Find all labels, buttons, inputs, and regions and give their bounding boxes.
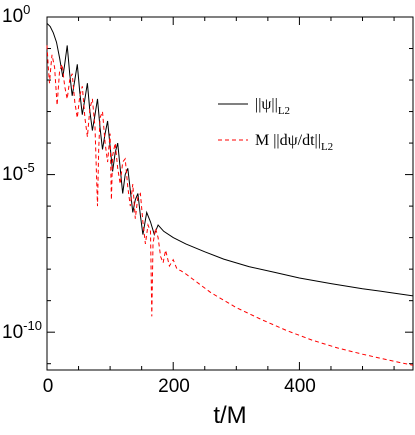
x-axis-title: t/M bbox=[213, 402, 246, 429]
series-line-psi bbox=[46, 22, 414, 297]
x-tick-label-2: 400 bbox=[284, 376, 316, 397]
y-tick-label-2: 10-10 bbox=[2, 318, 42, 343]
plot-frame bbox=[46, 16, 414, 371]
x-tick-label-0: 0 bbox=[43, 376, 54, 397]
y-tick-label-0: 100 bbox=[2, 2, 30, 27]
legend-label-psi: ||ψ||L2 bbox=[255, 96, 290, 117]
x-tick-label-1: 200 bbox=[158, 376, 190, 397]
axis-ticks bbox=[46, 16, 413, 370]
legend-label-dpsi: M ||dψ/dt||L2 bbox=[255, 132, 333, 153]
legend: ||ψ||L2 M ||dψ/dt||L2 bbox=[218, 96, 333, 153]
y-tick-label-1: 10-5 bbox=[2, 160, 35, 185]
series-line-dpsi bbox=[46, 45, 414, 366]
series-layer bbox=[46, 22, 414, 366]
